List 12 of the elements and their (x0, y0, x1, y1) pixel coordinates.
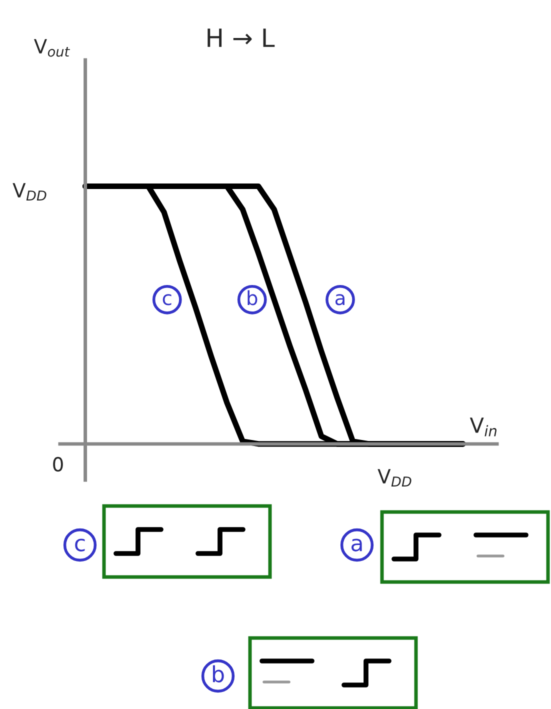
text: 0 (53, 456, 63, 472)
text: V$_{out}$ (34, 39, 70, 57)
text: b (212, 665, 224, 682)
chart-title: H → L (208, 28, 275, 47)
series-label: b (248, 290, 258, 306)
text: V$_{DD}$ (12, 183, 46, 201)
x-axis-title: V$_{in}$ (470, 418, 496, 436)
text: V$_{DD}$ (378, 469, 412, 487)
series-label: c (162, 294, 172, 306)
text: c (75, 538, 85, 552)
series-label: a (335, 294, 344, 306)
text: a (352, 538, 362, 552)
